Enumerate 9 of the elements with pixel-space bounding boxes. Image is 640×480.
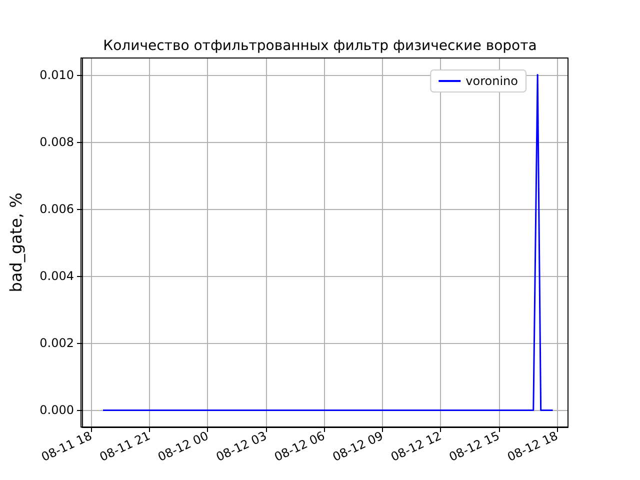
legend-label: voronino (466, 74, 518, 88)
y-tick-label: 0.004 (40, 269, 74, 284)
y-tick-label: 0.006 (40, 202, 74, 216)
y-tick-label: 0.008 (40, 134, 74, 149)
y-tick-label: 0.002 (40, 336, 74, 350)
chart-title: Количество отфильтрованных фильтр физические ворота (103, 38, 537, 54)
y-axis-title: bad_gate, % (6, 192, 26, 292)
y-tick-label: 0.010 (40, 68, 74, 82)
y-tick-label: 0.000 (40, 403, 74, 418)
